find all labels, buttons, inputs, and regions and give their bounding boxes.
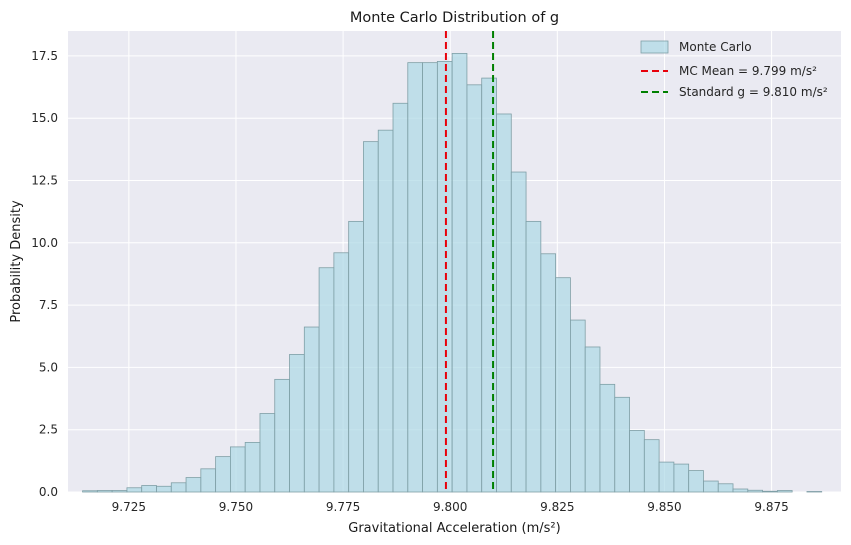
histogram-bar bbox=[762, 490, 778, 493]
histogram-bar bbox=[303, 326, 320, 493]
y-tick-label: 12.5 bbox=[31, 174, 58, 188]
histogram-bar bbox=[111, 490, 128, 493]
y-tick-label: 10.0 bbox=[31, 236, 58, 250]
histogram-bar bbox=[776, 490, 793, 493]
histogram-bar bbox=[215, 456, 231, 493]
histogram-bar bbox=[466, 84, 483, 493]
legend-label-monte-carlo: Monte Carlo bbox=[679, 40, 752, 54]
histogram-bar bbox=[318, 267, 335, 493]
histogram-bar bbox=[614, 396, 630, 493]
histogram-bar bbox=[703, 480, 719, 493]
plot-area bbox=[68, 31, 841, 493]
histogram-bar bbox=[510, 171, 527, 493]
y-tick-label: 5.0 bbox=[39, 360, 58, 374]
x-tick-label: 9.725 bbox=[112, 500, 146, 514]
histogram-bar bbox=[96, 490, 113, 493]
histogram-bar bbox=[185, 477, 202, 493]
histogram-bar bbox=[244, 442, 261, 493]
histogram-bar bbox=[629, 430, 645, 493]
x-tick-label: 9.850 bbox=[647, 500, 681, 514]
histogram-bar bbox=[540, 253, 557, 493]
y-axis-label: Probability Density bbox=[9, 200, 24, 323]
legend-label-standard-g: Standard g = 9.810 m/s² bbox=[679, 85, 828, 99]
x-tick-label: 9.825 bbox=[540, 500, 574, 514]
y-axis-ticks: 0.0 2.5 5.0 7.5 10.0 12.5 15.0 17.5 bbox=[31, 49, 58, 499]
y-tick-label: 0.0 bbox=[39, 485, 58, 499]
histogram-bar bbox=[289, 354, 305, 493]
histogram-bar bbox=[658, 461, 675, 493]
x-axis-label: Gravitational Acceleration (m/s²) bbox=[348, 521, 560, 536]
histogram-bar bbox=[599, 383, 616, 493]
histogram-bar bbox=[377, 129, 394, 493]
histogram-bar bbox=[407, 62, 423, 493]
histogram-bar bbox=[436, 61, 453, 493]
x-axis-ticks: 9.725 9.750 9.775 9.800 9.825 9.850 9.875 bbox=[112, 500, 789, 514]
histogram-bar bbox=[732, 488, 749, 493]
legend-item-standard-g: Standard g = 9.810 m/s² bbox=[641, 85, 828, 99]
histogram-bar bbox=[229, 446, 246, 493]
legend-label-mc-mean: MC Mean = 9.799 m/s² bbox=[679, 64, 817, 78]
legend: Monte Carlo MC Mean = 9.799 m/s² Standar… bbox=[640, 40, 828, 99]
histogram-bar bbox=[170, 482, 187, 493]
histogram-bar bbox=[451, 53, 468, 493]
legend-item-mc-mean: MC Mean = 9.799 m/s² bbox=[641, 64, 817, 78]
histogram-bar bbox=[348, 220, 364, 493]
histogram-bar bbox=[643, 439, 660, 493]
x-tick-label: 9.750 bbox=[219, 500, 253, 514]
y-tick-label: 7.5 bbox=[39, 298, 58, 312]
histogram-bar bbox=[200, 468, 217, 493]
y-tick-label: 2.5 bbox=[39, 423, 58, 437]
histogram-bar bbox=[392, 102, 409, 493]
y-tick-label: 15.0 bbox=[31, 111, 58, 125]
histogram-bar bbox=[673, 463, 690, 493]
histogram-bar bbox=[156, 485, 172, 493]
histogram-bar bbox=[525, 220, 542, 493]
y-tick-label: 17.5 bbox=[31, 49, 58, 63]
histogram-bar bbox=[422, 62, 438, 493]
legend-item-monte-carlo: Monte Carlo bbox=[640, 40, 752, 54]
histogram-bar bbox=[496, 113, 512, 493]
histogram-bar bbox=[570, 319, 586, 493]
histogram-bar bbox=[274, 378, 290, 493]
histogram-bar bbox=[555, 277, 571, 493]
histogram-bar bbox=[333, 252, 350, 493]
x-tick-label: 9.875 bbox=[754, 500, 788, 514]
histogram-bar bbox=[82, 490, 98, 493]
histogram-bar bbox=[259, 413, 276, 493]
chart-title: Monte Carlo Distribution of g bbox=[350, 10, 559, 26]
histogram-bar bbox=[717, 483, 734, 493]
histogram-bar bbox=[584, 346, 601, 493]
x-tick-label: 9.800 bbox=[433, 500, 467, 514]
histogram-bars bbox=[82, 53, 823, 493]
histogram-bar bbox=[141, 485, 157, 493]
histogram-bar bbox=[481, 77, 497, 493]
histogram-bar bbox=[363, 141, 379, 493]
legend-swatch-monte-carlo bbox=[640, 40, 669, 54]
x-tick-label: 9.775 bbox=[326, 500, 360, 514]
histogram-bar bbox=[126, 487, 143, 493]
histogram-bar bbox=[688, 470, 704, 493]
histogram-bar bbox=[747, 489, 763, 493]
